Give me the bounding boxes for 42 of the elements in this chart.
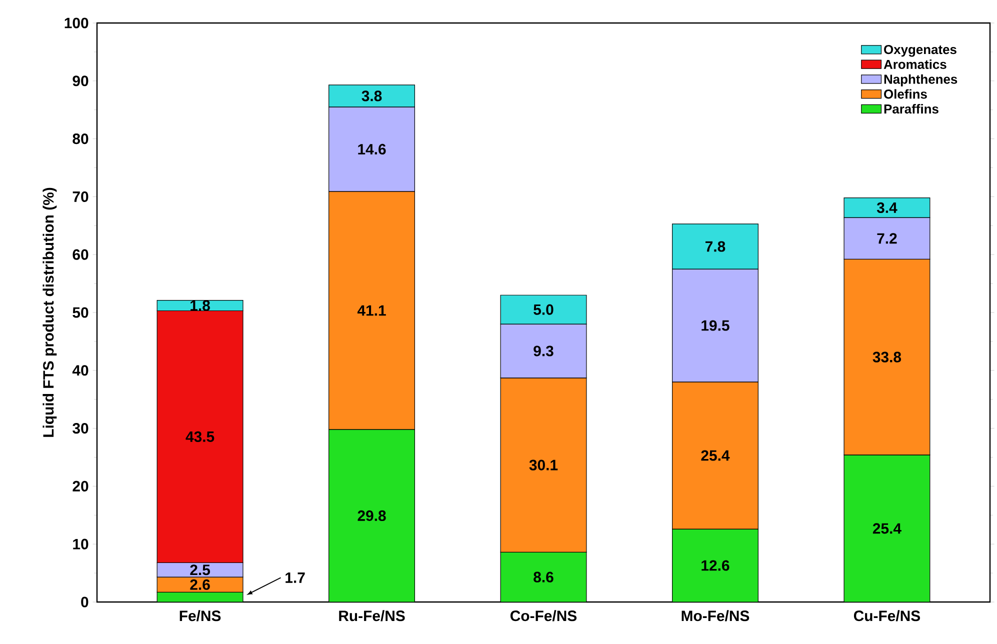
- y-tick-label: 40: [72, 365, 88, 376]
- y-tick-label: 50: [72, 307, 88, 318]
- y-axis-title: Liquid FTS product distribution (%): [42, 188, 57, 437]
- data-label: 30.1: [529, 460, 558, 470]
- x-tick-label: Fe/NS: [180, 610, 221, 622]
- legend-label: Oxygenates: [884, 44, 956, 57]
- x-tick-label: Co-Fe/NS: [510, 610, 577, 622]
- legend-label: Olefins: [884, 89, 927, 99]
- data-label: 25.4: [701, 450, 730, 461]
- legend-label: Paraffins: [884, 104, 938, 114]
- data-label: 7.2: [877, 233, 897, 244]
- data-label: 2.6: [190, 579, 210, 590]
- x-tick-label: Mo-Fe/NS: [682, 610, 750, 622]
- data-label: 8.6: [534, 572, 554, 582]
- data-label: 33.8: [872, 352, 902, 362]
- y-tick-label: 30: [72, 422, 88, 434]
- legend-label: Naphthenes: [884, 74, 958, 86]
- y-tick-label: 20: [72, 480, 88, 492]
- y-tick-label: 70: [72, 191, 88, 202]
- data-label: 19.5: [702, 320, 730, 331]
- x-tick-label: Cu-Fe/NS: [854, 610, 920, 622]
- data-label: 7.8: [705, 241, 726, 252]
- data-label: 2.5: [190, 564, 210, 576]
- annotation: 1.7: [286, 572, 305, 583]
- x-tick-label: Ru-Fe/NS: [339, 610, 405, 622]
- data-label: 3.8: [362, 90, 382, 102]
- data-label: 41.1: [357, 305, 386, 316]
- legend-label: Aromatics: [884, 59, 946, 69]
- data-label: 12.6: [702, 560, 730, 571]
- y-tick-label: 100: [64, 18, 88, 28]
- data-label: 3.4: [876, 202, 898, 213]
- data-label: 5.0: [534, 304, 554, 315]
- y-tick-label: 0: [81, 596, 88, 608]
- y-tick-label: 80: [72, 134, 88, 144]
- data-label: 14.6: [358, 144, 386, 154]
- data-label: 9.3: [534, 346, 554, 356]
- y-tick-label: 10: [73, 538, 88, 550]
- data-label: 25.4: [872, 523, 902, 534]
- y-tick-label: 60: [72, 249, 88, 260]
- data-label: 43.5: [186, 431, 214, 442]
- data-label: 29.8: [358, 510, 386, 522]
- y-tick-label: 90: [72, 76, 88, 86]
